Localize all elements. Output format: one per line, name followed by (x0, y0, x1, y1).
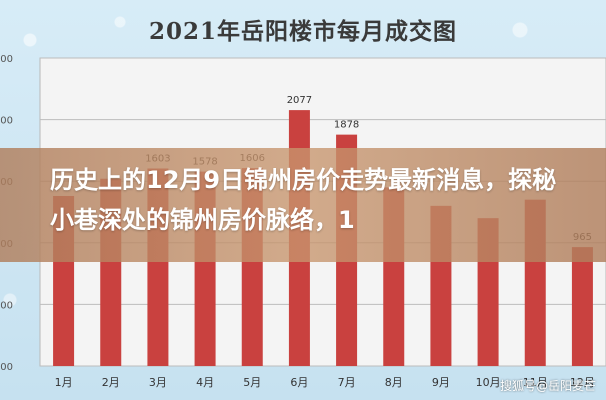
x-tick-labels: 1月 2月 3月 4月 5月 6月 7月 8月 9月 10月 11月 12月 (55, 376, 595, 389)
overlay-headline: 历史上的12月9日锦州房价走势最新消息，探秘小巷深处的锦州房价脉络，1 (50, 166, 557, 234)
y-tick-label: 00 (0, 362, 13, 373)
x-tick-label: 7月 (338, 376, 356, 389)
x-tick-label: 4月 (196, 376, 214, 389)
x-tick-label: 12月 (570, 376, 595, 389)
chart-title: 2021年岳阳楼市每月成交图 (148, 18, 457, 45)
x-tick-label: 8月 (385, 376, 403, 389)
y-tick-label: 00 (0, 300, 13, 311)
x-tick-label: 5月 (243, 376, 261, 389)
value-label: 2077 (287, 95, 312, 106)
y-tick-label: 00 (0, 116, 13, 127)
x-tick-label: 1月 (55, 376, 73, 389)
y-tick-label: 00 (0, 54, 13, 65)
x-tick-label: 6月 (290, 376, 308, 389)
x-tick-label: 11月 (523, 376, 548, 389)
x-tick-label: 10月 (476, 376, 501, 389)
value-label: 1878 (334, 120, 359, 131)
bar (571, 247, 593, 366)
title-banner (0, 148, 606, 262)
watermark: 搜狐号@岳阳麦芒 (499, 379, 596, 393)
x-tick-label: 3月 (149, 376, 167, 389)
x-tick-label: 9月 (432, 376, 450, 389)
x-tick-label: 2月 (102, 376, 120, 389)
